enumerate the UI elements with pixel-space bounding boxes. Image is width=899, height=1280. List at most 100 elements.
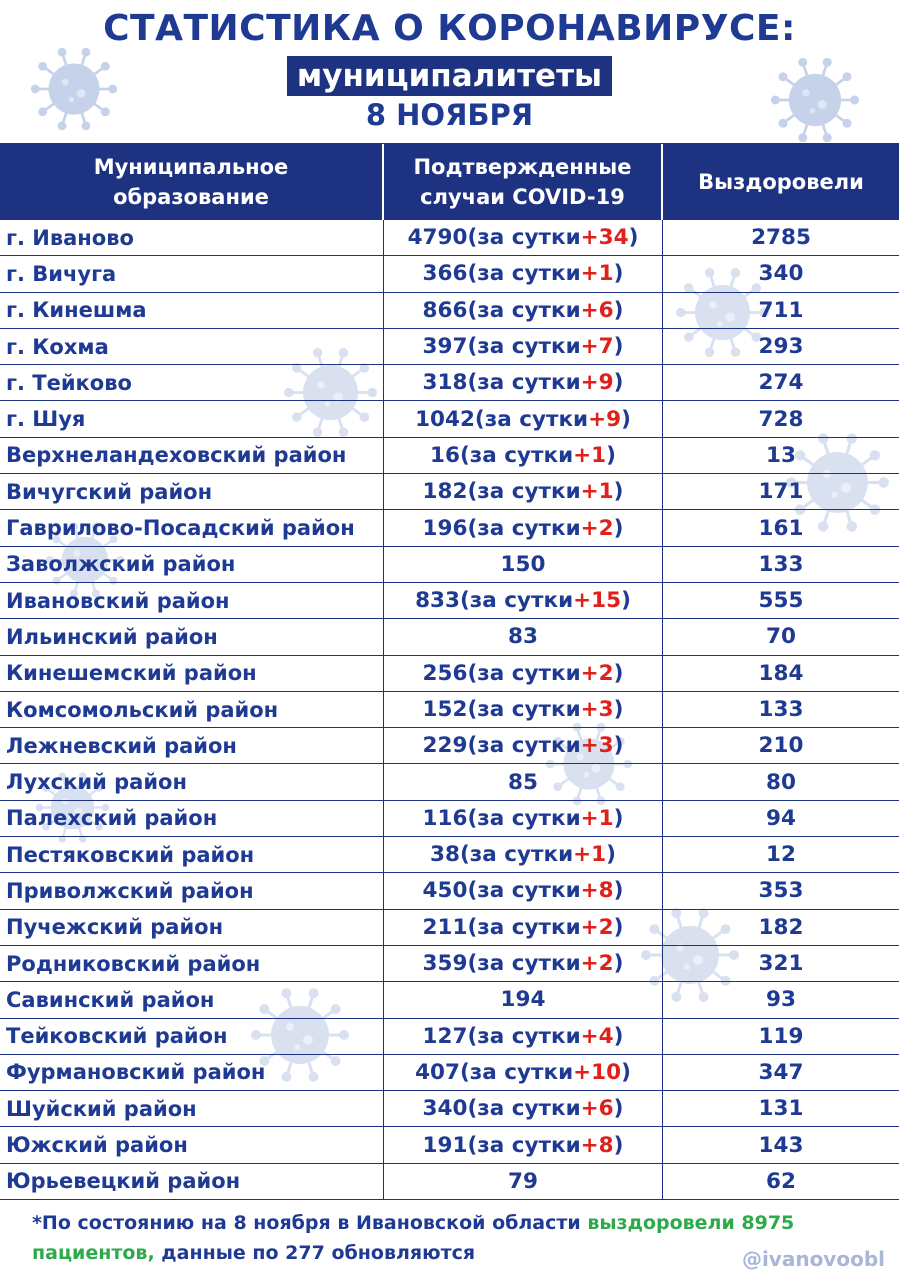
confirmed-cases: 256 (за сутки +2) [384,655,663,691]
recovered-count: 711 [758,297,804,323]
recovered-count: 274 [758,370,804,396]
municipality-name: г. Кохма [0,328,384,365]
recovered-count: 13 [766,442,796,468]
confirmed-cases: 127 (за сутки +4) [384,1018,663,1054]
municipality-name: Комсомольский район [0,691,384,728]
municipality-name: Фурмановский район [0,1054,384,1091]
daily-increase: +2 [580,515,614,541]
municipality-name: Вичугский район [0,474,384,510]
confirmed-cases: 359 (за сутки +2) [384,945,663,982]
recovered-count: 353 [758,878,804,904]
municipality-name: Гаврилово-Посадский район [0,510,384,546]
table-row: Приволжский район 450 (за сутки +8) 353 [0,873,899,910]
table-header: Муниципальное образование Подтвержденные… [0,143,899,220]
daily-increase: +6 [580,297,614,323]
municipality-name: Южский район [0,1127,384,1163]
daily-increase: +1 [580,805,614,831]
table-row: Лухский район 85 80 [0,764,899,801]
recovered-count: 182 [758,914,804,940]
daily-increase: +15 [573,588,622,614]
recovered-count: 321 [758,951,804,977]
municipality-name: Пестяковский район [0,837,384,873]
table-row: Тейковский район 127 (за сутки +4) 119 [0,1018,899,1055]
confirmed-cases: 366 (за сутки +1) [384,256,663,292]
recovered-count: 2785 [751,225,811,251]
recovered-count: 143 [758,1132,804,1158]
confirmed-cases: 83 [384,619,663,655]
table-row: Вичугский район 182 (за сутки +1) 171 [0,474,899,511]
daily-increase: +2 [580,660,614,686]
recovered-count: 93 [766,987,796,1013]
table-row: Гаврилово-Посадский район 196 (за сутки +… [0,510,899,547]
confirmed-cases: 340 (за сутки +6) [384,1091,663,1127]
table-row: Пестяковский район 38 (за сутки +1) 12 [0,837,899,874]
municipality-stats-table: Муниципальное образование Подтвержденные… [0,143,899,1201]
recovered-count: 184 [758,660,804,686]
recovered-count: 133 [758,697,804,722]
municipality-name: Родниковский район [0,945,384,982]
recovered-count: 728 [758,406,804,432]
confirmed-cases: 85 [384,764,663,800]
recovered-count: 94 [766,805,796,831]
municipality-name: г. Иваново [0,220,384,256]
recovered-count: 12 [766,842,796,868]
table-row: Верхнеландеховский район 16 (за сутки +1)… [0,437,899,475]
daily-increase: +4 [580,1023,614,1049]
daily-increase: +8 [580,1132,614,1158]
table-row: Юрьевецкий район 79 62 [0,1163,899,1201]
confirmed-cases: 4790 (за сутки +34) [384,220,663,256]
municipality-name: г. Тейково [0,365,384,401]
table-row: Фурмановский район 407 (за сутки +10) 347 [0,1054,899,1092]
table-row: г. Кохма 397 (за сутки +7) 293 [0,328,899,366]
recovered-count: 293 [758,334,804,360]
table-row: г. Шуя 1042 (за сутки +9) 728 [0,401,899,438]
table-row: Палехский район 116 (за сутки +1) 94 [0,800,899,838]
confirmed-cases: 211 (за сутки +2) [384,909,663,945]
daily-increase: +1 [580,479,614,505]
table-row: Ильинский район 83 70 [0,619,899,656]
table-row: Савинский район 194 93 [0,982,899,1019]
municipality-name: г. Кинешма [0,292,384,328]
page-subtitle: муниципалитеты [286,56,613,96]
social-handle: @ivanovoobl [741,1247,885,1271]
municipality-name: г. Вичуга [0,256,384,292]
municipality-name: Юрьевецкий район [0,1163,384,1200]
table-row: Ивановский район 833 (за сутки +15) 555 [0,582,899,620]
municipality-name: Палехский район [0,800,384,837]
confirmed-cases: 450 (за сутки +8) [384,873,663,909]
column-header-recovered: Выздоровели [698,170,864,194]
confirmed-cases: 196 (за сутки +2) [384,510,663,546]
confirmed-cases: 194 [384,982,663,1018]
table-row: Лежневский район 229 (за сутки +3) 210 [0,728,899,765]
table-row: г. Вичуга 366 (за сутки +1) 340 [0,256,899,293]
recovered-total-highlight: выздоровели 8975 пациентов, [32,1212,795,1264]
municipality-name: Верхнеландеховский район [0,437,384,474]
daily-increase: +6 [580,1096,614,1122]
daily-increase: +3 [580,697,614,722]
daily-increase: +8 [580,878,614,904]
recovered-count: 555 [758,588,804,614]
recovered-count: 131 [758,1096,804,1122]
daily-increase: +3 [580,733,614,759]
recovered-count: 210 [758,733,804,759]
daily-increase: +1 [573,442,607,468]
municipality-name: Ильинский район [0,619,384,655]
report-date: 8 НОЯБРЯ [365,98,534,132]
municipality-name: Пучежский район [0,909,384,945]
daily-increase: +2 [580,914,614,940]
table-row: Южский район 191 (за сутки +8) 143 [0,1127,899,1164]
municipality-name: Кинешемский район [0,655,384,691]
recovered-count: 161 [758,515,804,541]
municipality-name: Шуйский район [0,1091,384,1127]
daily-increase: +1 [580,261,614,287]
confirmed-cases: 833 (за сутки +15) [384,582,663,619]
recovered-count: 119 [758,1023,804,1049]
confirmed-cases: 229 (за сутки +3) [384,728,663,764]
page-title: СТАТИСТИКА О КОРОНАВИРУСЕ: [103,8,796,49]
confirmed-cases: 150 [384,546,663,582]
recovered-count: 70 [766,624,796,650]
table-row: Комсомольский район 152 (за сутки +3) 133 [0,691,899,729]
daily-increase: +10 [573,1059,622,1085]
daily-increase: +7 [580,334,614,360]
daily-increase: +1 [573,842,607,868]
